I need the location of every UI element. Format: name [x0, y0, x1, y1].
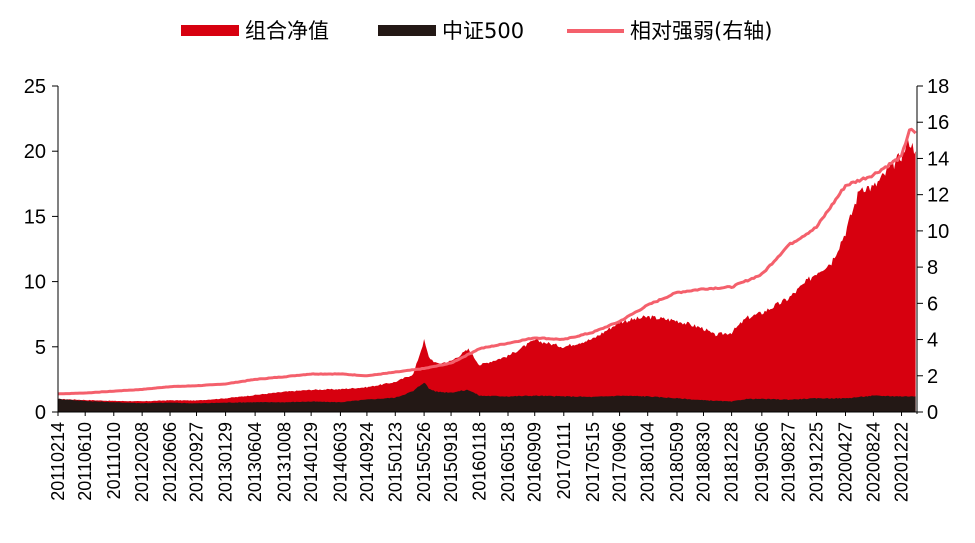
legend-item-portfolio: 组合净值 [181, 19, 329, 43]
legend-label-relative-strength: 相对强弱(右轴) [630, 19, 772, 43]
legend-swatch-portfolio [181, 25, 239, 36]
series-area-portfolio [58, 138, 916, 412]
right-tick-label: 2 [927, 366, 938, 388]
x-tick-label: 20190827 [778, 422, 798, 502]
left-tick-label: 25 [24, 76, 46, 98]
x-tick-label: 20110610 [75, 422, 95, 501]
left-tick-label: 5 [35, 337, 46, 359]
x-tick-label: 20180830 [693, 422, 713, 502]
right-tick-label: 14 [927, 148, 949, 170]
x-tick-label: 20120208 [132, 422, 152, 502]
legend-swatch-csi500 [378, 25, 436, 36]
x-tick-label: 20160118 [470, 422, 490, 501]
x-tick-label: 20110214 [48, 422, 68, 501]
x-tick-label: 20120606 [160, 422, 180, 502]
x-tick-label: 20130604 [245, 422, 265, 502]
legend-item-csi500: 中证500 [378, 19, 524, 43]
x-tick-label: 20120927 [187, 422, 207, 502]
left-tick-label: 15 [24, 206, 46, 228]
x-tick-label: 20160518 [498, 422, 518, 502]
x-tick-label: 20111010 [104, 422, 124, 499]
x-tick-label: 20140603 [330, 422, 350, 502]
left-tick-label: 20 [24, 141, 46, 163]
series-area-csi500 [58, 382, 916, 412]
legend-label-portfolio: 组合净值 [245, 19, 329, 43]
legend: 组合净值 中证500 相对强弱(右轴) [181, 19, 772, 43]
x-tick-label: 20191225 [806, 422, 826, 502]
left-axis-ticks: 0 5 10 15 20 25 [24, 76, 58, 424]
right-tick-label: 10 [927, 221, 949, 243]
left-tick-label: 0 [35, 402, 46, 424]
x-tick-label: 20201222 [892, 422, 912, 502]
x-tick-label: 20181228 [722, 422, 742, 502]
left-tick-label: 10 [24, 272, 46, 294]
x-tick-label: 20140129 [301, 422, 321, 502]
x-tick-label: 20200824 [863, 422, 883, 502]
x-tick-label: 20170111 [554, 422, 574, 499]
right-tick-label: 0 [927, 402, 938, 424]
axes-layer [57, 86, 918, 414]
x-tick-label: 20170906 [610, 422, 630, 502]
series-layer [57, 127, 917, 412]
x-tick-label: 20150123 [385, 422, 405, 502]
right-axis-ticks: 0 2 4 6 8 10 12 14 16 18 [917, 76, 949, 424]
right-tick-label: 4 [927, 330, 938, 352]
right-tick-label: 6 [927, 293, 938, 315]
right-tick-label: 8 [927, 257, 938, 279]
x-tick-label: 20131008 [275, 422, 295, 502]
x-tick-label: 20140924 [357, 422, 377, 502]
right-tick-label: 12 [927, 185, 949, 207]
x-tick-label: 20180509 [667, 422, 687, 502]
x-axis-ticks: 20110214 20110610 20111010 20120208 20120606… [48, 412, 912, 502]
x-tick-label: 20190506 [752, 422, 772, 502]
x-tick-label: 20180104 [638, 422, 658, 502]
x-tick-label: 20160909 [525, 422, 545, 502]
legend-item-relative-strength: 相对强弱(右轴) [567, 19, 772, 43]
x-tick-label: 20170515 [583, 422, 603, 502]
x-tick-label: 20130129 [216, 422, 236, 502]
x-tick-label: 20150526 [414, 422, 434, 502]
right-tick-label: 16 [927, 112, 949, 134]
series-line-relative-strength [57, 127, 917, 396]
x-tick-label: 20150918 [441, 422, 461, 502]
right-tick-label: 18 [927, 76, 949, 98]
x-tick-label: 20200427 [836, 422, 856, 502]
legend-label-csi500: 中证500 [442, 19, 524, 43]
